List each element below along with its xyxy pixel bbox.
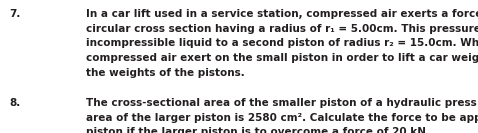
Text: the weights of the pistons.: the weights of the pistons. — [86, 68, 245, 78]
Text: piston if the larger piston is to overcome a force of 20 kN.: piston if the larger piston is to overco… — [86, 127, 430, 133]
Text: area of the larger piston is 2580 cm². Calculate the force to be applied at the : area of the larger piston is 2580 cm². C… — [86, 113, 478, 123]
Text: incompressible liquid to a second piston of radius r₂ = 15.0cm. What force must : incompressible liquid to a second piston… — [86, 38, 478, 48]
Text: 8.: 8. — [10, 98, 21, 108]
Text: The cross-sectional area of the smaller piston of a hydraulic press is 129 cm² w: The cross-sectional area of the smaller … — [86, 98, 478, 108]
Text: circular cross section having a radius of r₁ = 5.00cm. This pressure is transmit: circular cross section having a radius o… — [86, 24, 478, 34]
Text: compressed air exert on the small piston in order to lift a car weighing 13 300N: compressed air exert on the small piston… — [86, 53, 478, 63]
Text: 7.: 7. — [10, 9, 21, 19]
Text: In a car lift used in a service station, compressed air exerts a force on a smal: In a car lift used in a service station,… — [86, 9, 478, 19]
